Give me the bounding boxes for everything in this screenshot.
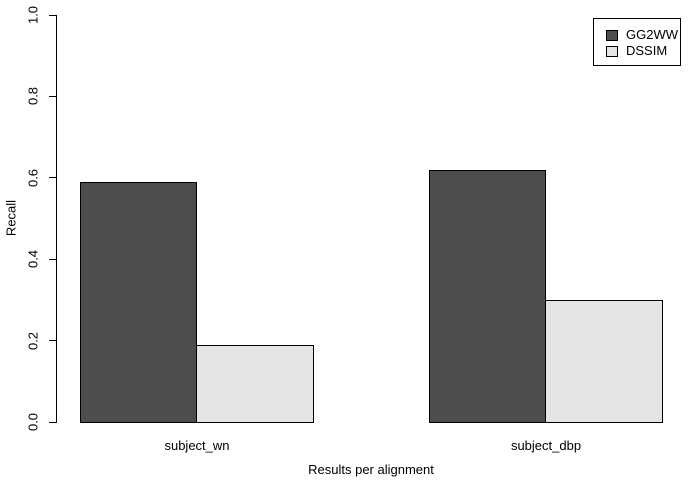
y-tick: [49, 340, 56, 342]
y-tick: [49, 14, 56, 16]
legend: GG2WW DSSIM: [593, 18, 681, 66]
legend-item-gg2ww: GG2WW: [606, 27, 680, 43]
y-axis-title: Recall: [3, 199, 19, 237]
y-tick-label: 0.8: [25, 87, 41, 106]
bar-dssim-subject_dbp: [545, 300, 663, 423]
legend-item-dssim: DSSIM: [606, 43, 680, 59]
y-tick-label: 0.4: [25, 250, 41, 269]
y-tick: [49, 258, 56, 260]
x-category-label: subject_dbp: [510, 438, 582, 453]
y-tick-label: 0.0: [25, 412, 41, 432]
bar-dssim-subject_wn: [196, 345, 314, 423]
y-tick: [49, 95, 56, 97]
legend-item-label: GG2WW: [626, 27, 678, 42]
bar-gg2ww-subject_wn: [80, 182, 197, 423]
legend-item-label: DSSIM: [626, 43, 668, 58]
legend-swatch-dssim: [606, 45, 618, 57]
y-tick-label: 0.2: [25, 331, 41, 350]
legend-swatch-gg2ww: [606, 29, 618, 41]
y-tick: [49, 421, 56, 423]
y-axis-line: [56, 15, 57, 423]
x-category-label: subject_wn: [164, 438, 230, 453]
x-axis-title: Results per alignment: [308, 462, 434, 477]
y-tick-label: 1.0: [25, 5, 41, 25]
y-tick-label: 0.6: [25, 168, 41, 187]
bar-gg2ww-subject_dbp: [429, 170, 546, 423]
y-tick: [49, 177, 56, 179]
